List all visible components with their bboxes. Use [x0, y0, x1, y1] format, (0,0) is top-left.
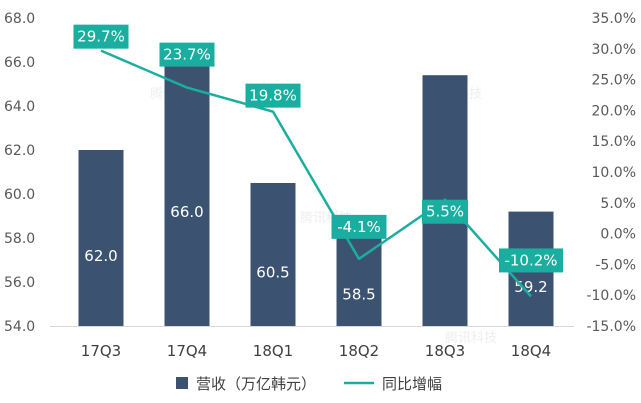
legend-line-label: 同比增幅 [382, 375, 442, 393]
right-tick-label: 5.0% [600, 196, 636, 212]
right-tick-label: 10.0% [592, 165, 636, 181]
growth-label-box [159, 42, 215, 67]
category-label: 18Q1 [253, 342, 293, 360]
bar-value-label: 60.5 [256, 264, 289, 282]
growth-label-box [73, 24, 129, 49]
legend-bar-swatch [176, 377, 188, 389]
bar [78, 150, 124, 326]
growth-value-label: 29.7% [77, 28, 125, 46]
growth-label-box [245, 83, 301, 108]
category-label: 18Q4 [511, 342, 551, 360]
legend-bar-label: 营收（万亿韩元） [196, 375, 316, 393]
growth-label-box [422, 199, 468, 224]
bar [336, 227, 382, 326]
category-label: 18Q2 [339, 342, 379, 360]
left-tick-label: 60.0 [4, 187, 35, 203]
growth-label-box [499, 248, 563, 273]
growth-value-label: -4.1% [337, 218, 381, 236]
growth-value-label: -10.2% [504, 251, 557, 269]
right-axis: -15.0% -10.0% -5.0% 0.0% 5.0% 10.0% 15.0% 20.0%… [586, 11, 636, 335]
left-tick-label: 58.0 [4, 231, 35, 247]
right-tick-label: 0.0% [600, 227, 636, 243]
category-label: 17Q4 [167, 342, 207, 360]
category-label: 18Q3 [425, 342, 465, 360]
right-tick-label: 20.0% [592, 103, 636, 119]
bar-value-label: 59.2 [514, 278, 547, 296]
growth-value-labels: 29.7% 23.7% 19.8% -4.1% 5.5% -10.2% [73, 24, 563, 273]
left-axis: 54.0 56.0 58.0 60.0 62.0 64.0 66.0 68.0 [4, 11, 35, 335]
growth-value-label: 19.8% [249, 87, 297, 105]
bar-series [78, 62, 554, 326]
left-tick-label: 66.0 [4, 55, 35, 71]
right-tick-label: 25.0% [592, 73, 636, 89]
bar-value-label: 66.0 [170, 203, 203, 221]
right-tick-label: 35.0% [592, 11, 636, 27]
right-tick-label: 15.0% [592, 134, 636, 150]
left-tick-label: 62.0 [4, 143, 35, 159]
growth-value-label: 23.7% [163, 46, 211, 64]
left-tick-label: 56.0 [4, 275, 35, 291]
bar-value-label: 58.5 [342, 286, 375, 304]
left-tick-label: 54.0 [4, 319, 35, 335]
left-tick-label: 68.0 [4, 11, 35, 27]
watermark-text: 腾讯科技 [445, 330, 497, 346]
right-tick-label: -15.0% [586, 319, 636, 335]
right-tick-label: -5.0% [595, 257, 636, 273]
category-label: 17Q3 [81, 342, 121, 360]
x-axis-categories: 17Q3 17Q4 18Q1 18Q2 18Q3 18Q4 [81, 342, 551, 360]
left-tick-label: 64.0 [4, 99, 35, 115]
right-tick-label: 30.0% [592, 42, 636, 58]
bar-value-label: 62.0 [84, 247, 117, 265]
legend: 营收（万亿韩元） 同比增幅 [176, 375, 442, 393]
bar [164, 62, 210, 326]
growth-label-box [331, 214, 387, 239]
right-tick-label: -10.0% [586, 288, 636, 304]
bar [250, 183, 296, 326]
growth-value-label: 5.5% [426, 203, 464, 221]
